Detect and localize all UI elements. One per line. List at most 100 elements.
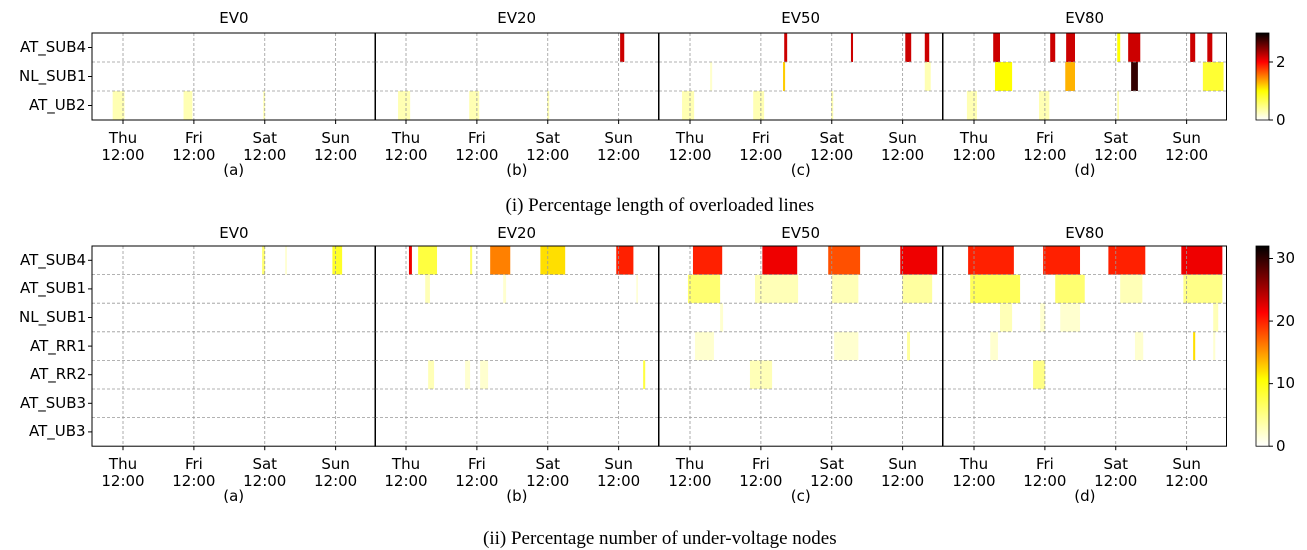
- heat-cell: [695, 331, 714, 361]
- heat-cell: [1117, 91, 1120, 120]
- x-tick-label: Fri 12:00: [739, 129, 783, 164]
- panel-title: EV80: [1065, 223, 1105, 242]
- heat-cell: [832, 274, 859, 304]
- x-tick-label: Fri 12:00: [1023, 455, 1067, 490]
- heat-cell: [1131, 62, 1138, 91]
- heat-cell: [994, 62, 1013, 91]
- panel-frame: [91, 32, 376, 121]
- x-tick-label: Sun 12:00: [597, 455, 641, 490]
- heat-cell: [1040, 303, 1046, 332]
- panel-label: (c): [790, 160, 811, 179]
- panel-label: (b): [506, 486, 528, 505]
- panel-frame: [942, 245, 1227, 447]
- row-label: AT_SUB4: [20, 38, 87, 56]
- row-label: AT_RR1: [30, 336, 87, 355]
- x-tick-label: Sat 12:00: [1094, 129, 1138, 164]
- heat-cell: [1183, 274, 1223, 304]
- x-tick-label: Sat 12:00: [526, 129, 570, 164]
- panel-title: EV50: [781, 8, 821, 27]
- heat-cell: [469, 91, 480, 120]
- heat-cell: [1213, 303, 1219, 332]
- heat-cell: [968, 246, 1014, 275]
- heat-cell: [425, 274, 430, 304]
- heat-cell: [332, 246, 343, 275]
- x-tick-label: Sat 12:00: [810, 129, 854, 164]
- heat-cell: [183, 91, 193, 120]
- heat-cell: [990, 331, 998, 361]
- heat-cell: [762, 246, 798, 275]
- heat-cell: [966, 91, 977, 120]
- heat-cell: [1108, 246, 1146, 275]
- colorbar-tick-label: 30: [1276, 249, 1296, 267]
- heat-cell: [540, 246, 566, 275]
- heat-cell: [1043, 246, 1081, 275]
- panel-label: (c): [790, 486, 811, 505]
- panel-label: (b): [506, 160, 528, 179]
- heat-cell: [1066, 33, 1076, 62]
- heat-cell: [783, 62, 786, 91]
- x-tick-label: Thu 12:00: [668, 129, 712, 164]
- panel-label: (d): [1074, 486, 1096, 505]
- x-tick-label: Sat 12:00: [243, 129, 287, 164]
- heat-cell: [285, 246, 287, 275]
- panel-frame: [942, 32, 1227, 121]
- heat-cell: [682, 91, 695, 120]
- row-label: NL_SUB1: [19, 67, 87, 85]
- x-tick-label: Thu 12:00: [101, 129, 145, 164]
- row-label: AT_UB2: [29, 96, 86, 114]
- panel-frame: [91, 245, 376, 447]
- heat-cell: [834, 331, 859, 361]
- heat-cell: [1128, 33, 1141, 62]
- heat-cell: [1202, 62, 1224, 91]
- panel-title: EV0: [219, 223, 249, 242]
- heat-cell: [1033, 360, 1046, 389]
- heat-cell: [636, 274, 638, 304]
- heat-cell: [1120, 274, 1143, 304]
- panel-label: (a): [223, 486, 245, 505]
- heat-cell: [263, 91, 266, 120]
- heat-cell: [1055, 274, 1085, 304]
- panel-title: EV20: [497, 8, 537, 27]
- heat-cell: [490, 246, 511, 275]
- panel-frame: [658, 32, 943, 121]
- x-tick-label: Fri 12:00: [739, 455, 783, 490]
- heat-cell: [710, 62, 713, 91]
- heat-cell: [924, 33, 930, 62]
- heat-cell: [1207, 33, 1213, 62]
- x-tick-label: Fri 12:00: [172, 455, 216, 490]
- colorbar-tick-label: 0: [1276, 110, 1286, 129]
- x-tick-label: Fri 12:00: [1023, 129, 1067, 164]
- heat-cell: [1050, 33, 1056, 62]
- heat-cell: [112, 91, 125, 120]
- row-label: NL_SUB1: [19, 308, 87, 326]
- panel-frame: [374, 245, 659, 447]
- x-tick-label: Sun 12:00: [597, 129, 641, 164]
- heat-cell: [687, 274, 721, 304]
- heat-cell: [993, 33, 1000, 62]
- x-tick-label: Thu 12:00: [384, 455, 428, 490]
- row-label: AT_SUB4: [20, 250, 87, 269]
- x-tick-label: Thu 12:00: [384, 129, 428, 164]
- heat-cell: [1060, 303, 1081, 332]
- heat-cell: [999, 303, 1013, 332]
- colorbar-tick-label: 20: [1276, 311, 1296, 330]
- x-tick-label: Thu 12:00: [952, 129, 996, 164]
- heat-cell: [1193, 331, 1196, 361]
- panel-title: EV80: [1065, 8, 1105, 27]
- heat-cell: [970, 274, 1021, 304]
- x-tick-label: Sun 12:00: [1165, 455, 1209, 490]
- heat-cell: [262, 246, 266, 275]
- heat-cell: [828, 246, 861, 275]
- heat-cell: [503, 274, 507, 304]
- heat-cell: [428, 360, 435, 389]
- heat-cell: [749, 360, 773, 389]
- heat-cell: [547, 91, 550, 120]
- heat-cell: [643, 360, 646, 389]
- colorbar: [1255, 32, 1270, 121]
- heat-cell: [470, 246, 473, 275]
- row-label: AT_SUB3: [20, 393, 87, 412]
- heat-cell: [620, 33, 625, 62]
- x-tick-label: Sun 12:00: [314, 129, 358, 164]
- heat-cell: [831, 91, 834, 120]
